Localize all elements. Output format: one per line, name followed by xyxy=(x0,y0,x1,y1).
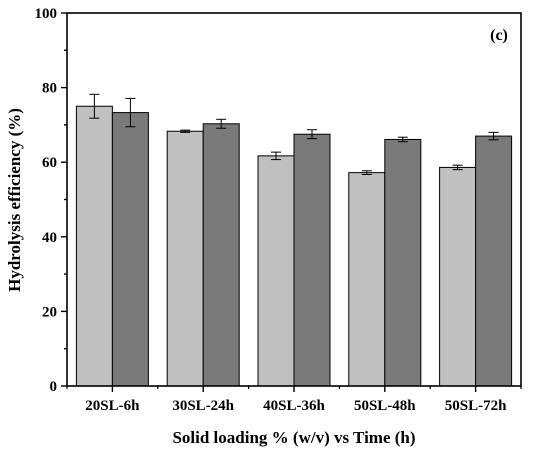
error-bar-series1-30SL-24h xyxy=(180,129,191,133)
x-axis-title: Solid loading % (w/v) vs Time (h) xyxy=(172,428,415,447)
y-tick-label: 80 xyxy=(42,81,57,97)
y-axis-ticks: 0 20 40 60 80 100 xyxy=(35,6,67,395)
error-bar-series2-20SL-6h xyxy=(125,97,136,128)
y-tick-label: 20 xyxy=(42,304,57,320)
error-bar-series2-50SL-72h xyxy=(488,131,499,141)
bar-series1-40SL-36h xyxy=(257,155,295,387)
error-bar-series1-50SL-48h xyxy=(361,170,372,176)
x-tick-label: 20SL-6h xyxy=(85,398,140,414)
panel-label: (c) xyxy=(490,27,508,44)
x-tick-label: 40SL-36h xyxy=(263,398,325,414)
error-bar-series2-50SL-48h xyxy=(397,136,408,143)
x-tick-label: 30SL-24h xyxy=(172,398,234,414)
x-axis-ticks: 20SL-6h 30SL-24h 40SL-36h 50SL-48h 50SL-72h xyxy=(66,386,522,414)
y-tick-label: 60 xyxy=(42,155,57,171)
error-bar-series2-30SL-24h xyxy=(216,118,227,129)
bar-series1-30SL-24h xyxy=(166,130,204,387)
error-bars-layer xyxy=(89,93,499,176)
y-tick-label: 100 xyxy=(35,6,58,22)
error-bar-series1-40SL-36h xyxy=(271,151,281,161)
x-tick-label: 50SL-48h xyxy=(354,398,416,414)
x-tick-label: 50SL-72h xyxy=(445,398,507,414)
y-axis-title: Hydrolysis efficiency (%) xyxy=(5,108,24,292)
bar-series2-20SL-6h xyxy=(111,112,149,387)
error-bar-series1-50SL-72h xyxy=(452,164,463,171)
bar-series2-50SL-72h xyxy=(475,135,513,387)
bar-series1-50SL-48h xyxy=(348,172,386,387)
bars-layer xyxy=(75,105,513,387)
bar-series2-50SL-48h xyxy=(384,138,422,387)
bar-series1-50SL-72h xyxy=(439,166,477,387)
bar-series2-30SL-24h xyxy=(202,123,240,387)
error-bar-series2-40SL-36h xyxy=(307,129,317,140)
y-tick-label: 0 xyxy=(50,379,58,395)
bar-series1-20SL-6h xyxy=(75,105,113,387)
bar-series2-40SL-36h xyxy=(293,133,331,387)
y-tick-label: 40 xyxy=(42,230,57,246)
error-bar-series1-20SL-6h xyxy=(89,93,100,119)
